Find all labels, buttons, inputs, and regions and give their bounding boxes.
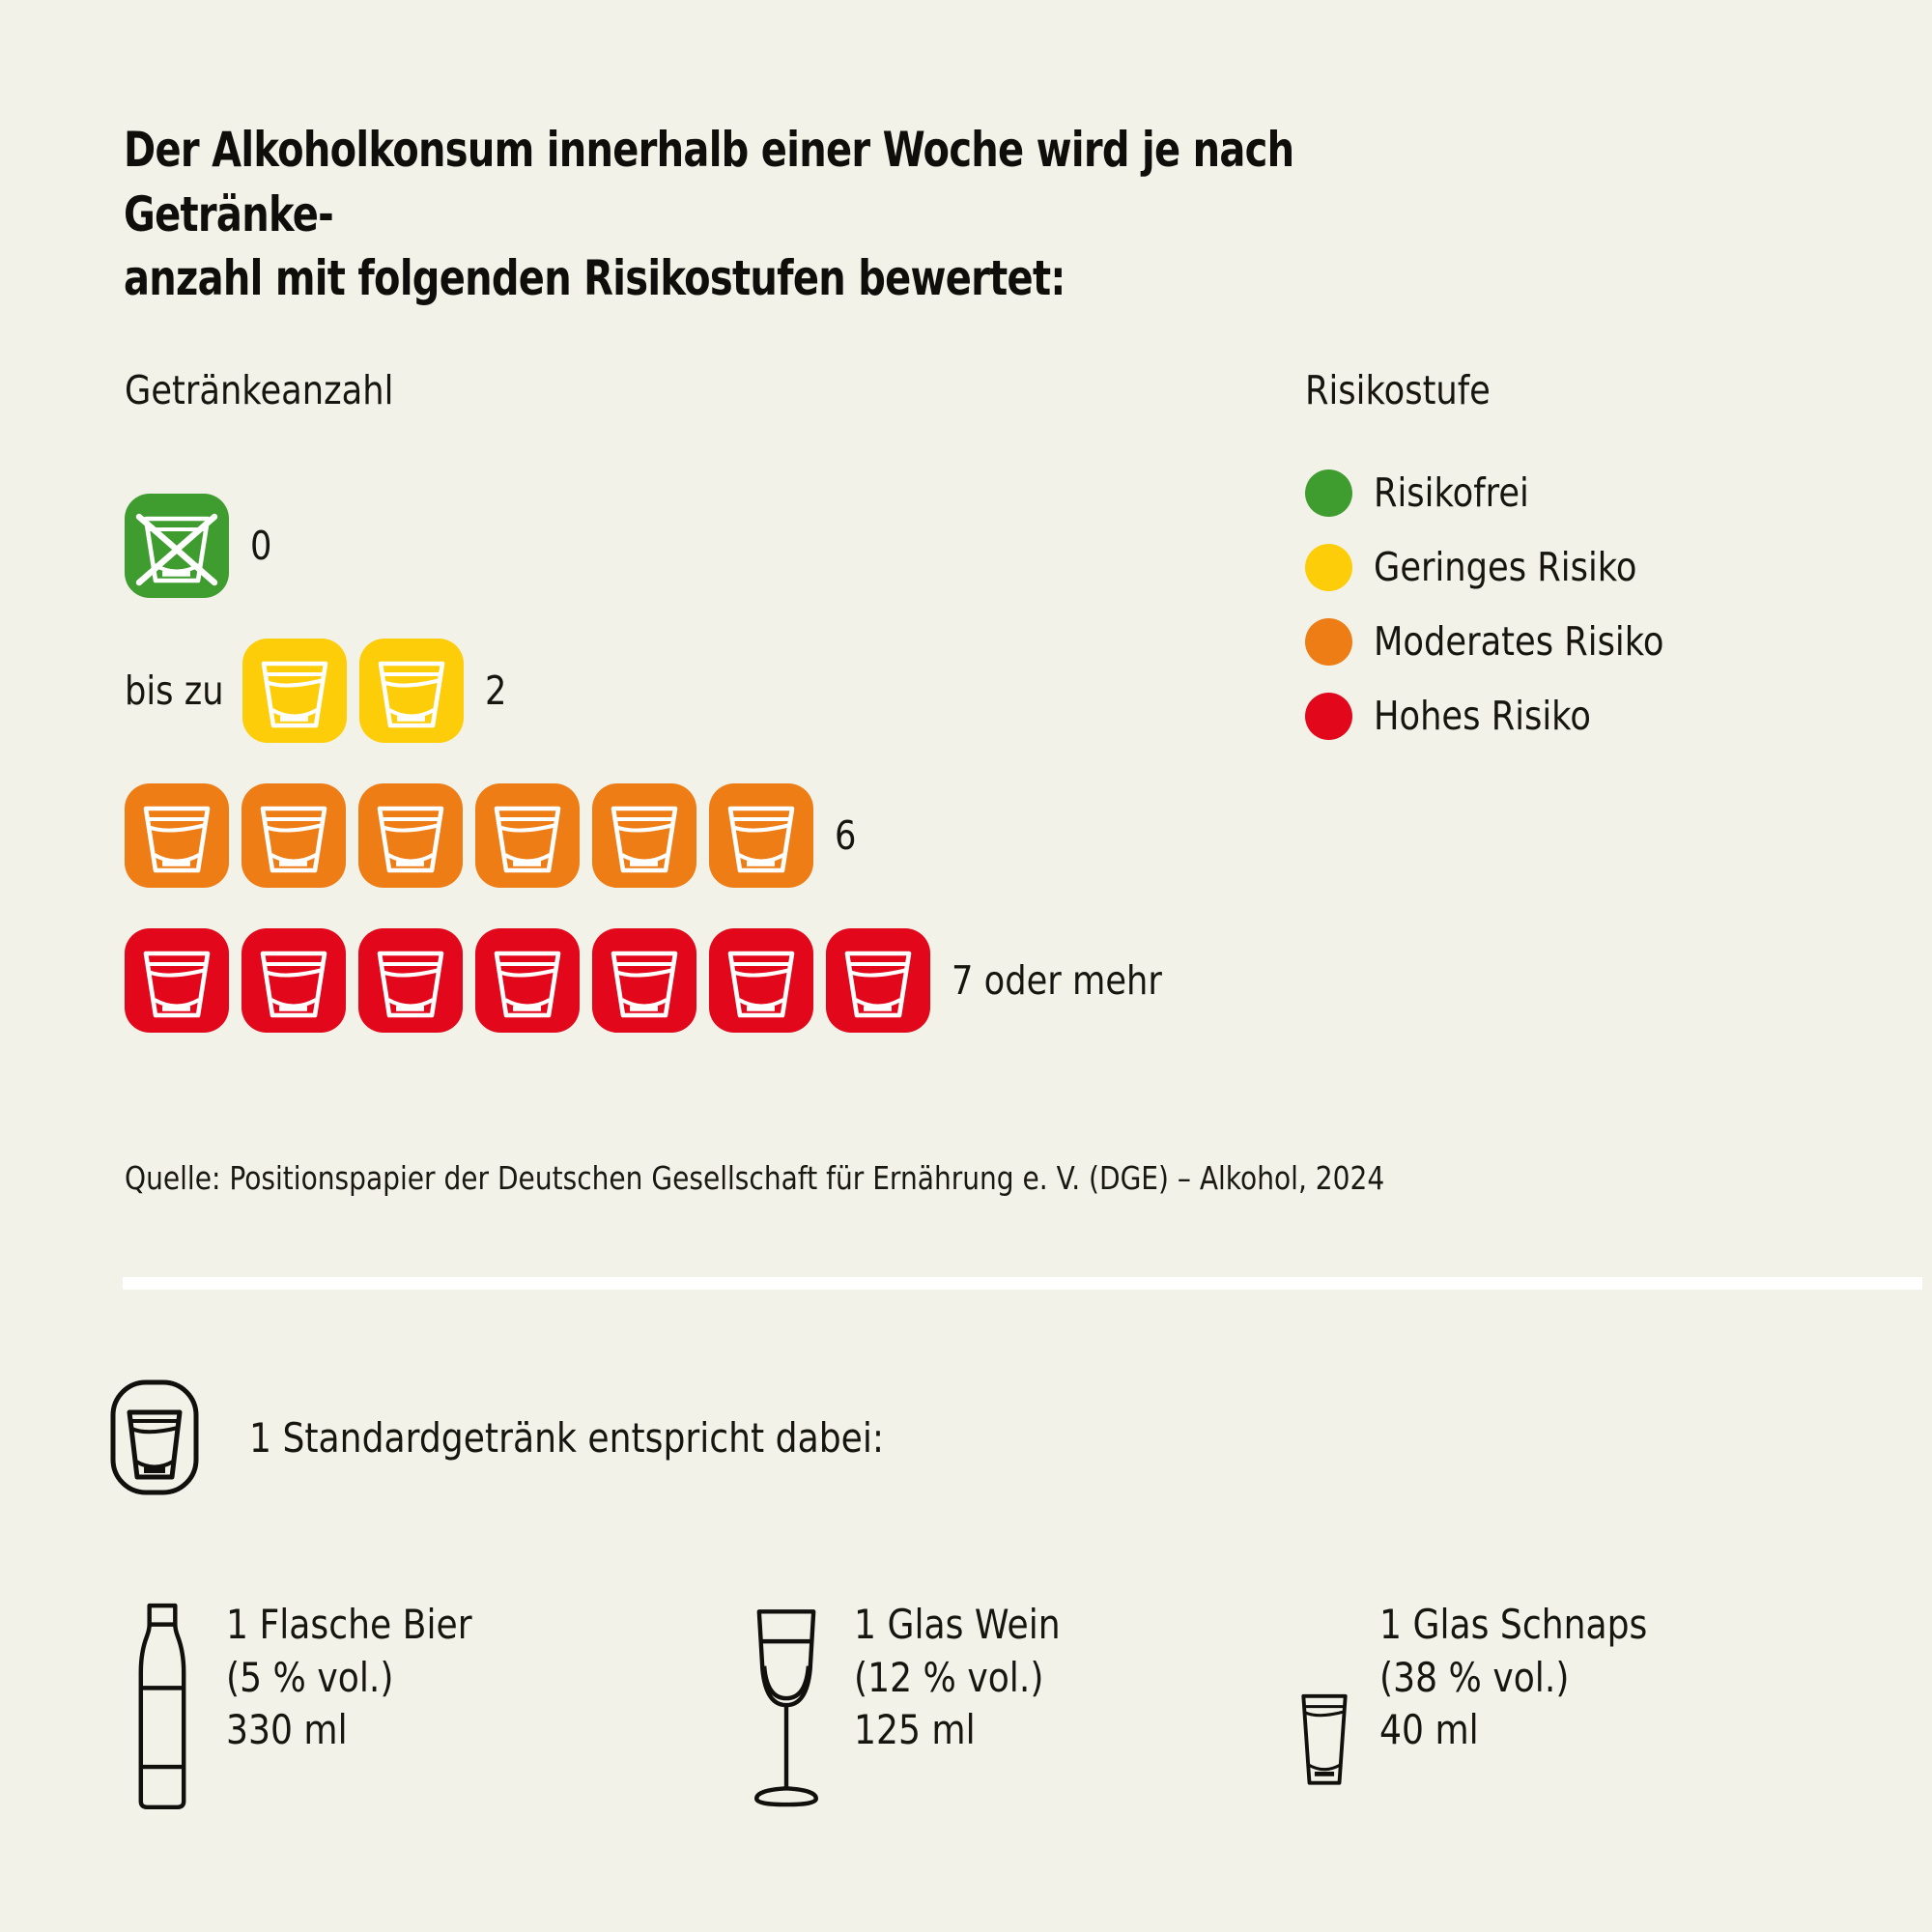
equivalent-item: 1 Flasche Bier (5 % vol.) 330 ml — [124, 1599, 512, 1818]
drink-count-row: 6 — [0, 763, 1256, 908]
glass-icon — [592, 783, 696, 888]
equivalent-text: 1 Glas Schnaps (38 % vol.) 40 ml — [1379, 1601, 1648, 1754]
legend-row: Risikofrei — [1305, 462, 1711, 524]
legend-label: Hohes Risiko — [1374, 693, 1591, 739]
equivalent-item: 1 Glas Wein (12 % vol.) 125 ml — [744, 1599, 1094, 1818]
column-heading-risk-level: Risikostufe — [1305, 367, 1491, 413]
glass-icon — [359, 639, 464, 743]
equivalent-text: 1 Glas Wein (12 % vol.) 125 ml — [854, 1601, 1061, 1754]
drink-count-rows: 0 bis zu 2 6 7 oder mehr — [0, 473, 1256, 1053]
glass-icon — [826, 928, 930, 1033]
legend-color-dot — [1305, 543, 1352, 591]
glass-icon — [358, 928, 463, 1033]
legend-row: Hohes Risiko — [1305, 685, 1711, 747]
drink-count-row: bis zu 2 — [0, 618, 1256, 763]
glass-tile-group — [125, 494, 229, 598]
legend-color-dot — [1305, 692, 1352, 740]
legend-label: Geringes Risiko — [1374, 544, 1637, 590]
page-title: Der Alkoholkonsum innerhalb einer Woche … — [124, 122, 1294, 306]
row-prefix-label: bis zu — [125, 668, 224, 714]
glass-icon — [125, 928, 229, 1033]
standard-drink-glass-icon — [104, 1377, 226, 1498]
glass-icon — [125, 783, 229, 888]
legend-color-dot — [1305, 469, 1352, 517]
glass-icon — [592, 928, 696, 1033]
drink-count-row: 7 oder mehr — [0, 908, 1256, 1053]
drink-count-label: 0 — [250, 523, 272, 569]
glass-icon — [709, 928, 813, 1033]
equivalent-text: 1 Flasche Bier (5 % vol.) 330 ml — [226, 1601, 472, 1754]
source-note: Quelle: Positionspapier der Deutschen Ge… — [125, 1159, 1385, 1197]
glass-icon — [242, 639, 347, 743]
glass-icon — [358, 783, 463, 888]
glass-icon — [709, 783, 813, 888]
drink-count-row: 0 — [0, 473, 1256, 618]
legend-row: Geringes Risiko — [1305, 536, 1711, 598]
section-divider — [123, 1277, 1922, 1290]
glass-crossed-out-icon — [125, 494, 229, 598]
column-heading-drink-count: Getränkeanzahl — [125, 367, 394, 413]
drink-count-label: 7 oder mehr — [952, 957, 1162, 1004]
beer-bottle-icon — [124, 1599, 201, 1818]
equivalent-item: 1 Glas Schnaps (38 % vol.) 40 ml — [1294, 1599, 1691, 1794]
glass-icon — [242, 783, 346, 888]
standard-drink-label: 1 Standardgetränk entspricht dabei: — [249, 1413, 885, 1462]
glass-tile-group — [125, 928, 930, 1033]
standard-drink-header: 1 Standardgetränk entspricht dabei: — [104, 1377, 987, 1498]
glass-icon — [242, 928, 346, 1033]
wine-glass-icon — [744, 1599, 829, 1818]
legend-row: Moderates Risiko — [1305, 611, 1711, 672]
risk-level-legend: Risikofrei Geringes Risiko Moderates Risik… — [1305, 462, 1711, 747]
legend-label: Moderates Risiko — [1374, 618, 1664, 665]
glass-icon — [475, 928, 580, 1033]
glass-tile-group — [125, 783, 813, 888]
glass-icon — [475, 783, 580, 888]
drink-count-label: 6 — [835, 812, 857, 859]
legend-color-dot — [1305, 617, 1352, 666]
shot-glass-icon — [1294, 1691, 1354, 1794]
drink-count-label: 2 — [485, 668, 507, 714]
legend-label: Risikofrei — [1374, 469, 1529, 516]
glass-tile-group — [242, 639, 464, 743]
